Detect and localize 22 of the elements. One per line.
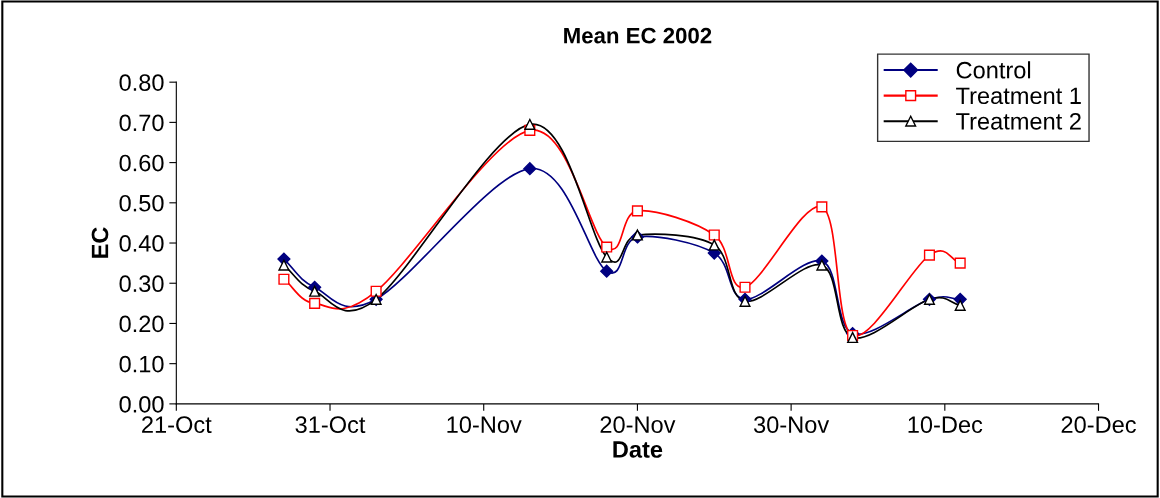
x-tick-label: 20-Nov — [600, 416, 676, 434]
y-tick-label: 0.40 — [119, 235, 164, 252]
x-tick-label: 20-Dec — [1061, 416, 1136, 434]
x-axis-title: Date — [613, 441, 663, 458]
y-tick-label: 0.00 — [119, 395, 164, 413]
y-tick-label: 0.50 — [119, 194, 164, 212]
legend-label: Control — [956, 61, 1031, 79]
chart-title: Mean EC 2002 — [564, 27, 712, 44]
y-tick-label: 0.10 — [119, 355, 164, 373]
y-tick-label: 0.70 — [119, 114, 164, 132]
y-tick-label: 0.60 — [119, 154, 164, 172]
x-tick-label: 30-Nov — [753, 416, 830, 434]
x-tick-label: 21-Oct — [142, 416, 212, 434]
x-tick-label: 31-Oct — [295, 416, 366, 434]
legend-label: Treatment 1 — [956, 87, 1081, 105]
y-axis-title: EC — [91, 227, 109, 258]
y-tick-label: 0.80 — [119, 74, 164, 91]
x-tick-label: 10-Dec — [908, 416, 983, 434]
y-tick-label: 0.30 — [119, 275, 164, 293]
y-tick-label: 0.20 — [119, 315, 164, 333]
legend-label: Treatment 2 — [956, 112, 1081, 130]
x-tick-label: 10-Nov — [447, 416, 522, 434]
